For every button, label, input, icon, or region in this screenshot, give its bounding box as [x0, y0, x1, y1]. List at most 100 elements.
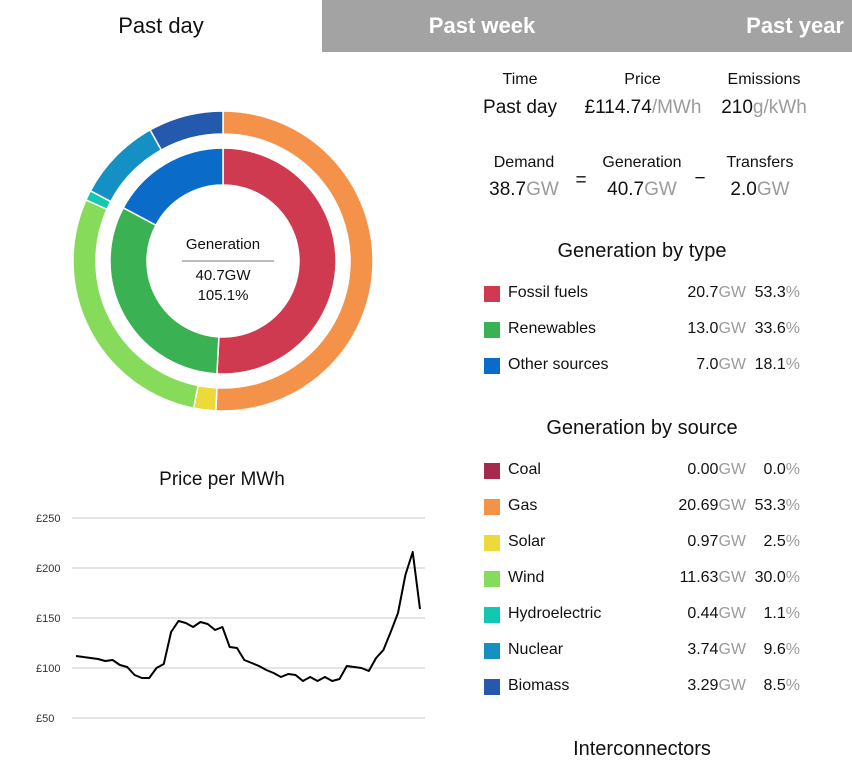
gw-value: 0.44 — [687, 605, 719, 622]
type-gw: 13.0GW — [687, 320, 746, 338]
type-percent: 53.3% — [755, 284, 800, 302]
color-swatch — [484, 607, 500, 623]
color-swatch — [484, 286, 500, 302]
percent-value: 2.5 — [763, 533, 786, 550]
source-percent: 8.5% — [764, 677, 800, 695]
outer-slice-biomass[interactable] — [149, 110, 224, 152]
color-swatch — [484, 358, 500, 374]
transfers-unit: GW — [756, 179, 790, 200]
percent-unit: % — [785, 677, 800, 694]
percent-unit: % — [785, 320, 800, 337]
type-row: Renewables 13.0GW 33.6% — [484, 319, 804, 341]
color-swatch — [484, 643, 500, 659]
type-gw: 20.7GW — [687, 284, 746, 302]
y-tick-label: £100 — [36, 663, 60, 675]
percent-unit: % — [785, 641, 800, 658]
demand-value: 38.7 — [489, 179, 527, 200]
equals-sign: = — [575, 170, 587, 191]
source-row: Biomass 3.29GW 8.5% — [484, 676, 804, 698]
source-row: Nuclear 3.74GW 9.6% — [484, 640, 804, 662]
gw-value: 20.69 — [678, 497, 719, 514]
type-percent: 18.1% — [755, 356, 800, 374]
percent-value: 53.3 — [754, 497, 786, 514]
source-gw: 0.44GW — [687, 605, 746, 623]
tab-past-day[interactable]: Past day — [0, 0, 322, 52]
type-percent: 33.6% — [755, 320, 800, 338]
tab-bar: Past day Past week Past year — [0, 0, 852, 52]
gw-value: 11.63 — [679, 569, 719, 586]
source-percent: 1.1% — [764, 605, 800, 623]
gw-unit: GW — [718, 533, 746, 550]
donut-center-value: 40.7GW — [195, 267, 251, 284]
gw-value: 13.0 — [687, 320, 719, 337]
source-gw: 3.29GW — [687, 677, 746, 695]
percent-value: 53.3 — [754, 284, 786, 301]
gw-value: 3.74 — [687, 641, 719, 658]
y-tick-label: £150 — [36, 613, 60, 625]
donut-outer-ring — [72, 110, 374, 412]
minus-sign: − — [694, 168, 706, 189]
color-swatch — [484, 463, 500, 479]
percent-unit: % — [785, 356, 800, 373]
generation-header: Generation — [602, 154, 682, 171]
percent-unit: % — [785, 497, 800, 514]
color-swatch — [484, 535, 500, 551]
transfers-value: 2.0 — [730, 179, 757, 200]
transfers-header: Transfers — [726, 154, 794, 171]
color-swatch — [484, 571, 500, 587]
donut-center-percent: 105.1% — [197, 287, 249, 304]
interconnectors-title: Interconnectors — [573, 738, 711, 760]
source-label: Wind — [508, 569, 545, 586]
type-gw: 7.0GW — [696, 356, 746, 374]
source-percent: 30.0% — [755, 569, 800, 587]
source-label: Biomass — [508, 677, 570, 694]
source-percent: 9.6% — [764, 641, 800, 659]
percent-unit: % — [785, 605, 800, 622]
price-line-chart: £250 £200 £150 £100 £50 — [36, 513, 425, 725]
donut-inner-ring — [109, 147, 337, 375]
source-row: Gas 20.69GW 53.3% — [484, 496, 804, 518]
emissions-summary: 210g/kWh — [706, 97, 822, 119]
source-label: Nuclear — [508, 641, 564, 658]
tab-past-year[interactable]: Past year — [642, 0, 852, 52]
percent-value: 33.6 — [754, 320, 786, 337]
price-header: Price — [624, 71, 661, 88]
type-label: Other sources — [508, 356, 609, 373]
generation-value: 40.7 — [607, 179, 645, 200]
inner-slice-fossil-fuels[interactable] — [216, 147, 337, 375]
inner-slice-renewables[interactable] — [109, 206, 220, 375]
transfers-summary: 2.0GW — [710, 179, 810, 201]
by-source-title: Generation by source — [546, 417, 738, 439]
source-gw: 3.74GW — [687, 641, 746, 659]
gw-unit: GW — [718, 461, 746, 478]
tab-past-week[interactable]: Past week — [322, 0, 642, 52]
source-gw: 0.97GW — [687, 533, 746, 551]
gw-unit: GW — [718, 677, 746, 694]
type-row: Fossil fuels 20.7GW 53.3% — [484, 283, 804, 305]
percent-value: 0.0 — [763, 461, 786, 478]
gw-unit: GW — [718, 641, 746, 658]
y-tick-label: £50 — [36, 713, 54, 725]
gw-unit: GW — [718, 284, 746, 301]
source-row: Coal 0.00GW 0.0% — [484, 460, 804, 482]
generation-donut-chart — [72, 110, 374, 412]
source-row: Hydroelectric 0.44GW 1.1% — [484, 604, 804, 626]
emissions-value: 210 — [721, 97, 753, 118]
generation-summary: 40.7GW — [590, 179, 694, 201]
source-gw: 0.00GW — [687, 461, 746, 479]
source-gw: 20.69GW — [678, 497, 746, 515]
percent-value: 9.6 — [763, 641, 786, 658]
gw-value: 3.29 — [687, 677, 719, 694]
demand-unit: GW — [526, 179, 559, 200]
price-value: £114.74 — [584, 97, 652, 118]
type-label: Renewables — [508, 320, 597, 337]
by-type-title: Generation by type — [557, 240, 727, 262]
inner-slice-other-sources[interactable] — [122, 147, 224, 227]
percent-value: 8.5 — [763, 677, 786, 694]
donut-center-label: Generation — [185, 236, 261, 253]
percent-unit: % — [785, 284, 800, 301]
price-series-line — [75, 551, 421, 682]
price-summary: £114.74/MWh — [568, 97, 718, 119]
gw-value: 0.00 — [687, 461, 719, 478]
source-label: Gas — [508, 497, 538, 514]
